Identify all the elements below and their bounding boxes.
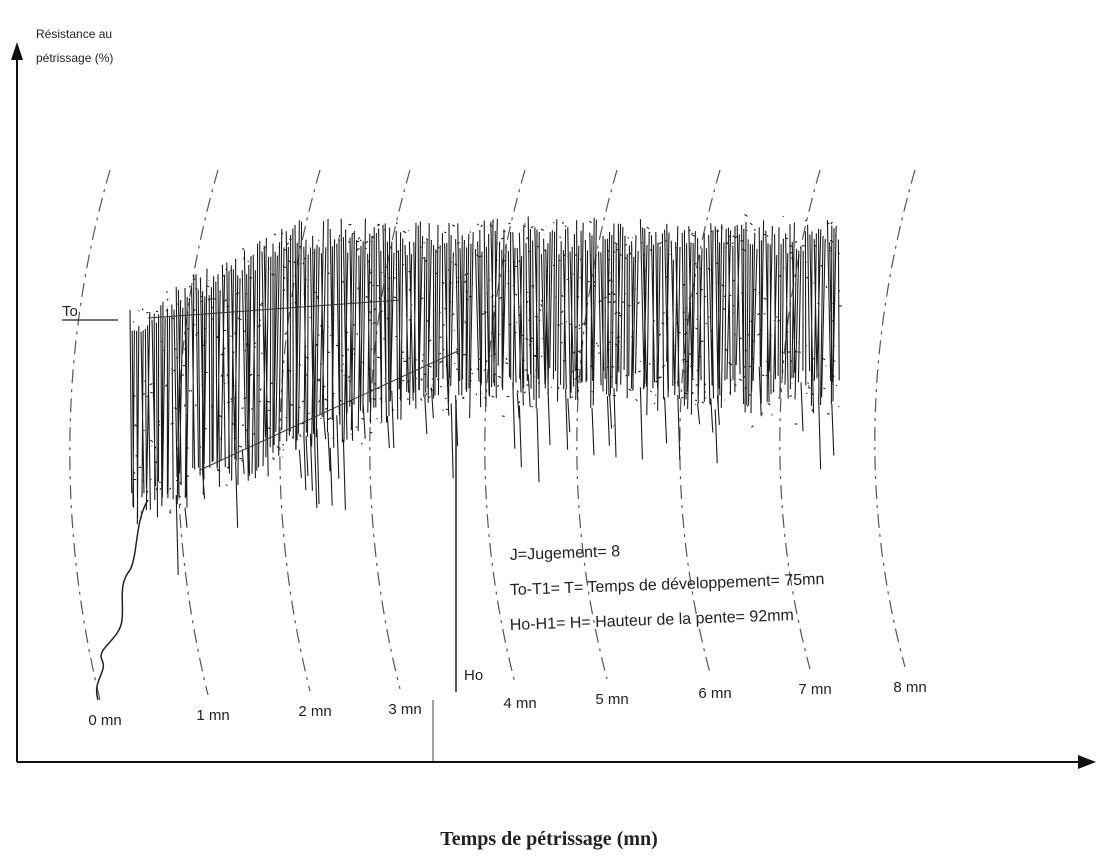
- y-label: pétrissage (%): [36, 51, 113, 65]
- time-label: 5 mn: [595, 691, 628, 708]
- time-label: 7 mn: [798, 681, 831, 698]
- time-arc: [369, 169, 411, 690]
- time-arc: [779, 169, 821, 670]
- annotation: J=Jugement= 8: [510, 543, 621, 564]
- y-label: Résistance au: [36, 27, 112, 41]
- annotation: To-T1= T= Temps de développement= 75mn: [510, 571, 825, 599]
- time-arc: [679, 169, 721, 674]
- time-label: 4 mn: [503, 695, 536, 712]
- to-label: To: [62, 303, 78, 320]
- time-label: 8 mn: [893, 679, 926, 696]
- time-labels: 0 mn 1 mn 2 mn 3 mn 4 mn 5 mn 6 mn 7 mn 8 mn: [88, 679, 926, 729]
- x-axis-title: Temps de pétrissage (mn): [440, 828, 658, 850]
- time-arc: [576, 169, 618, 680]
- start-curve: [95, 499, 149, 701]
- time-arc: [484, 169, 526, 684]
- time-arc: [69, 169, 111, 701]
- time-label: 2 mn: [298, 703, 331, 720]
- time-label: 3 mn: [388, 701, 421, 718]
- slope-line: [199, 349, 461, 471]
- time-label: 6 mn: [698, 685, 731, 702]
- time-arc: [279, 169, 321, 692]
- annotation: Ho-H1= H= Hauteur de la pente= 92mm: [510, 607, 795, 634]
- time-arc: [874, 169, 916, 668]
- x-arrow: [1078, 755, 1096, 769]
- ho-label: Ho: [464, 667, 483, 684]
- time-label: 0 mn: [88, 712, 121, 729]
- y-arrow: [11, 42, 23, 60]
- mixogram-trace: [129, 214, 842, 576]
- to-level: [147, 299, 401, 319]
- time-label: 1 mn: [196, 707, 229, 724]
